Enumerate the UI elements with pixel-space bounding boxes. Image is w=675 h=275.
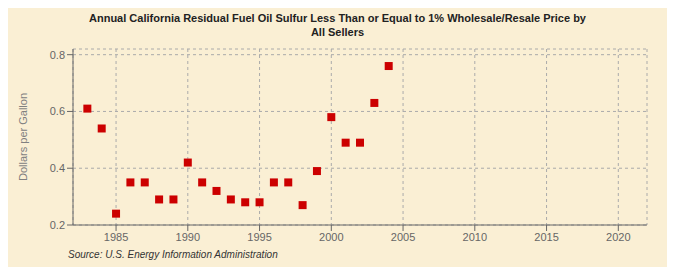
svg-text:2010: 2010	[463, 231, 487, 243]
svg-text:1990: 1990	[176, 231, 200, 243]
svg-text:1995: 1995	[247, 231, 271, 243]
svg-text:0.8: 0.8	[50, 49, 65, 61]
html-text:All Sellers: All Sellers	[310, 26, 365, 38]
svg-text:2000: 2000	[319, 231, 343, 243]
svg-text:2020: 2020	[606, 231, 630, 243]
svg-text:2015: 2015	[534, 231, 558, 243]
svg-text:0.4: 0.4	[50, 162, 65, 174]
svg-text:0.2: 0.2	[50, 219, 65, 231]
svg-text:2005: 2005	[391, 231, 415, 243]
svg-text:0.6: 0.6	[50, 105, 65, 117]
html-text:Source: U.S. Energy Informatio: Source: U.S. Energy Information Administ…	[68, 249, 278, 260]
svg-text:1985: 1985	[104, 231, 128, 243]
svg-text:Dollars per Gallon: Dollars per Gallon	[17, 93, 29, 181]
html-text:Annual California Residual Fue: Annual California Residual Fuel Oil Sulf…	[89, 12, 586, 24]
